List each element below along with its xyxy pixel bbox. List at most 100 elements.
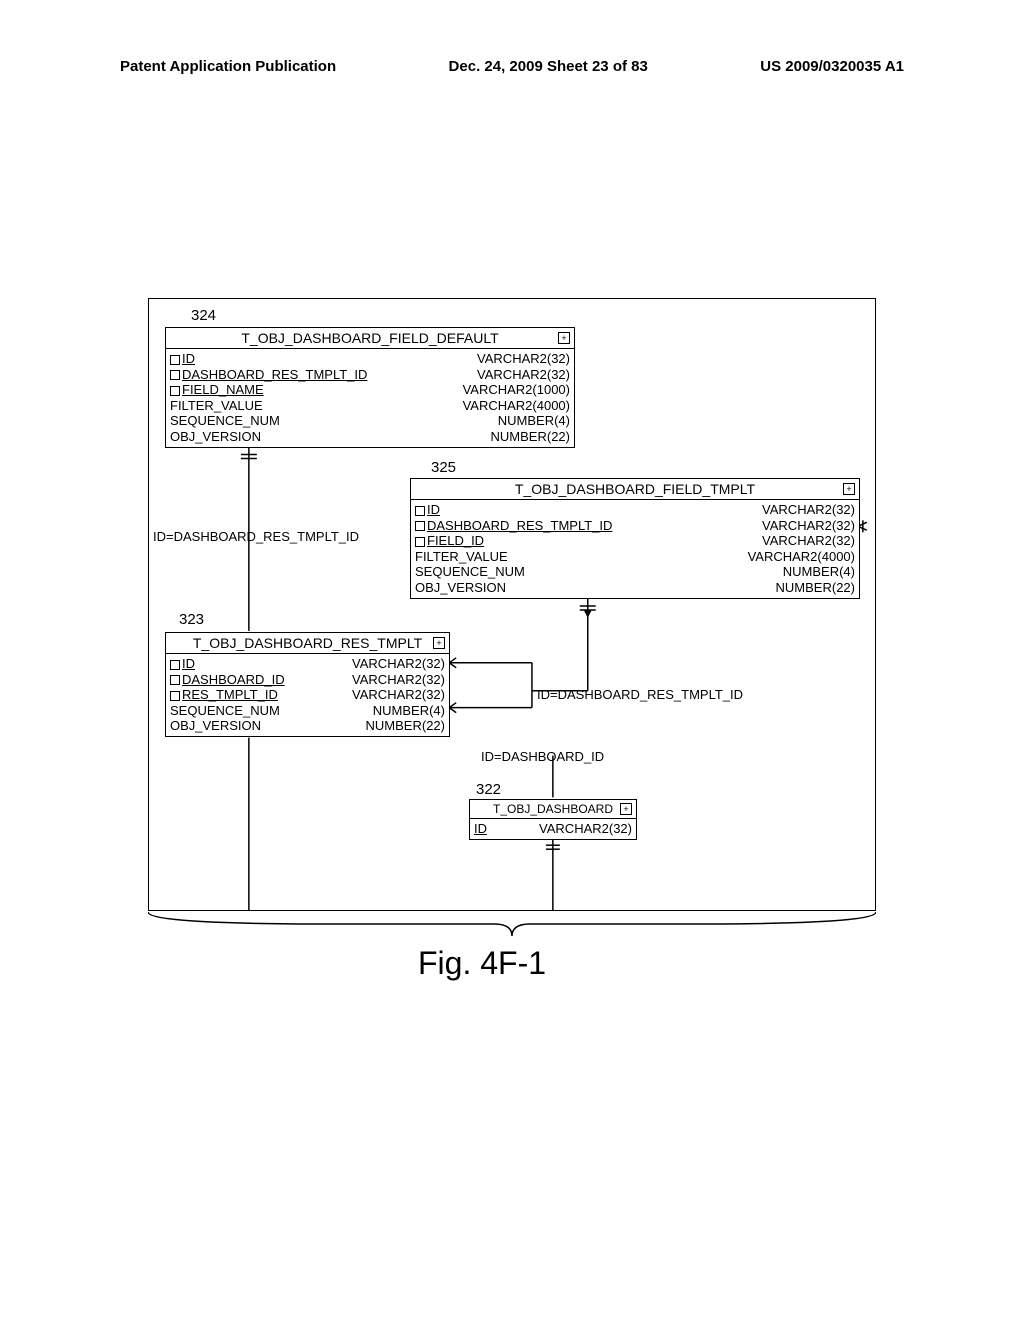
- field-row: ID VARCHAR2(32): [415, 502, 855, 518]
- field-name: ID: [170, 656, 203, 672]
- field-row: ID VARCHAR2(32): [170, 656, 445, 672]
- rel-label-3: ID=DASHBOARD_ID: [481, 749, 604, 764]
- expand-icon: +: [433, 637, 445, 649]
- field-row: FIELD_ID VARCHAR2(32): [415, 533, 855, 549]
- checkbox-icon: [415, 506, 425, 516]
- field-type: VARCHAR2(1000): [463, 382, 570, 398]
- field-type: VARCHAR2(32): [762, 502, 855, 518]
- field-row: OBJ_VERSION NUMBER(22): [170, 429, 570, 445]
- field-type: NUMBER(4): [373, 703, 445, 719]
- checkbox-icon: [415, 521, 425, 531]
- field-type: VARCHAR2(32): [477, 351, 570, 367]
- rel-label-1: ID=DASHBOARD_RES_TMPLT_ID: [153, 529, 359, 544]
- header-left: Patent Application Publication: [120, 58, 336, 75]
- field-name: FILTER_VALUE: [415, 549, 516, 565]
- field-name-text: DASHBOARD_ID: [182, 672, 285, 687]
- checkbox-icon: [170, 691, 180, 701]
- field-name: DASHBOARD_ID: [170, 672, 293, 688]
- field-name: OBJ_VERSION: [170, 429, 269, 445]
- field-name: FIELD_ID: [415, 533, 492, 549]
- header-right: US 2009/0320035 A1: [760, 58, 904, 75]
- erd-diagram: 324 325 323 322 ID=DASHBOARD_RES_TMPLT_I…: [148, 298, 876, 911]
- field-row: DASHBOARD_RES_TMPLT_ID VARCHAR2(32): [170, 367, 570, 383]
- field-row: OBJ_VERSION NUMBER(22): [415, 580, 855, 596]
- field-name: SEQUENCE_NUM: [415, 564, 533, 580]
- field-type: VARCHAR2(32): [477, 367, 570, 383]
- checkbox-icon: [170, 355, 180, 365]
- field-name: ID: [474, 821, 495, 837]
- entity-322-body: ID VARCHAR2(32): [470, 819, 636, 839]
- field-name-text: DASHBOARD_RES_TMPLT_ID: [427, 518, 612, 533]
- field-type: VARCHAR2(4000): [748, 549, 855, 565]
- field-type: NUMBER(4): [498, 413, 570, 429]
- field-type: NUMBER(22): [776, 580, 855, 596]
- field-name-text: OBJ_VERSION: [415, 580, 506, 595]
- field-type: VARCHAR2(32): [352, 656, 445, 672]
- field-row: FILTER_VALUE VARCHAR2(4000): [415, 549, 855, 565]
- field-row: DASHBOARD_RES_TMPLT_IDVARCHAR2(32): [415, 518, 855, 534]
- field-name: DASHBOARD_RES_TMPLT_ID: [415, 518, 620, 534]
- entity-323-title: T_OBJ_DASHBOARD_RES_TMPLT +: [166, 633, 449, 654]
- expand-icon: +: [620, 803, 632, 815]
- checkbox-icon: [170, 370, 180, 380]
- field-name-text: RES_TMPLT_ID: [182, 687, 278, 702]
- field-type: VARCHAR2(4000): [463, 398, 570, 414]
- field-name: OBJ_VERSION: [415, 580, 514, 596]
- checkbox-icon: [415, 537, 425, 547]
- field-type: NUMBER(22): [491, 429, 570, 445]
- field-name: FIELD_NAME: [170, 382, 272, 398]
- expand-icon: +: [558, 332, 570, 344]
- field-row: RES_TMPLT_ID VARCHAR2(32): [170, 687, 445, 703]
- entity-322-title-text: T_OBJ_DASHBOARD: [493, 802, 613, 816]
- field-name-text: FILTER_VALUE: [415, 549, 508, 564]
- entity-325-title-text: T_OBJ_DASHBOARD_FIELD_TMPLT: [515, 481, 755, 497]
- field-row: DASHBOARD_ID VARCHAR2(32): [170, 672, 445, 688]
- entity-325-body: IDVARCHAR2(32)DASHBOARD_RES_TMPLT_IDVARC…: [411, 500, 859, 598]
- field-name-text: ID: [474, 821, 487, 836]
- field-name-text: ID: [182, 351, 195, 366]
- field-name-text: SEQUENCE_NUM: [170, 703, 280, 718]
- field-row: FIELD_NAME VARCHAR2(1000): [170, 382, 570, 398]
- ref-324: 324: [191, 307, 216, 324]
- field-name: ID: [415, 502, 448, 518]
- field-row: SEQUENCE_NUMNUMBER(4): [415, 564, 855, 580]
- field-name: OBJ_VERSION: [170, 718, 269, 734]
- field-name: SEQUENCE_NUM: [170, 413, 288, 429]
- field-row: ID VARCHAR2(32): [170, 351, 570, 367]
- checkbox-icon: [170, 660, 180, 670]
- field-name-text: SEQUENCE_NUM: [415, 564, 525, 579]
- field-row: SEQUENCE_NUM NUMBER(4): [170, 703, 445, 719]
- field-name-text: FILTER_VALUE: [170, 398, 263, 413]
- field-name: FILTER_VALUE: [170, 398, 271, 414]
- field-name-text: ID: [427, 502, 440, 517]
- field-type: VARCHAR2(32): [352, 672, 445, 688]
- ref-322: 322: [476, 781, 501, 798]
- brace-icon: [148, 912, 876, 936]
- field-name: DASHBOARD_RES_TMPLT_ID: [170, 367, 375, 383]
- entity-325: T_OBJ_DASHBOARD_FIELD_TMPLT + ID VARCHAR2…: [410, 478, 860, 599]
- field-type: VARCHAR2(32): [762, 533, 855, 549]
- field-type: VARCHAR2(32): [352, 687, 445, 703]
- field-row: FILTER_VALUE VARCHAR2(4000): [170, 398, 570, 414]
- expand-icon: +: [843, 483, 855, 495]
- entity-325-title: T_OBJ_DASHBOARD_FIELD_TMPLT +: [411, 479, 859, 500]
- entity-323: T_OBJ_DASHBOARD_RES_TMPLT + ID VARCHAR2(3…: [165, 632, 450, 737]
- entity-324-title: T_OBJ_DASHBOARD_FIELD_DEFAULT +: [166, 328, 574, 349]
- field-name: SEQUENCE_NUM: [170, 703, 288, 719]
- field-type: NUMBER(22): [366, 718, 445, 734]
- entity-324: T_OBJ_DASHBOARD_FIELD_DEFAULT + ID VARCHA…: [165, 327, 575, 448]
- entity-322: T_OBJ_DASHBOARD + ID VARCHAR2(32): [469, 799, 637, 840]
- entity-323-title-text: T_OBJ_DASHBOARD_RES_TMPLT: [193, 635, 422, 651]
- entity-324-title-text: T_OBJ_DASHBOARD_FIELD_DEFAULT: [241, 330, 498, 346]
- rel-label-2: ID=DASHBOARD_RES_TMPLT_ID: [537, 687, 743, 702]
- field-row: ID VARCHAR2(32): [474, 821, 632, 837]
- entity-323-body: IDVARCHAR2(32)DASHBOARD_IDVARCHAR2(32)RE…: [166, 654, 449, 736]
- field-name-text: OBJ_VERSION: [170, 718, 261, 733]
- field-name: RES_TMPLT_ID: [170, 687, 286, 703]
- field-name: ID: [170, 351, 203, 367]
- ref-325: 325: [431, 459, 456, 476]
- field-name-text: FIELD_ID: [427, 533, 484, 548]
- field-row: OBJ_VERSION NUMBER(22): [170, 718, 445, 734]
- field-type: VARCHAR2(32): [539, 821, 632, 837]
- checkbox-icon: [170, 675, 180, 685]
